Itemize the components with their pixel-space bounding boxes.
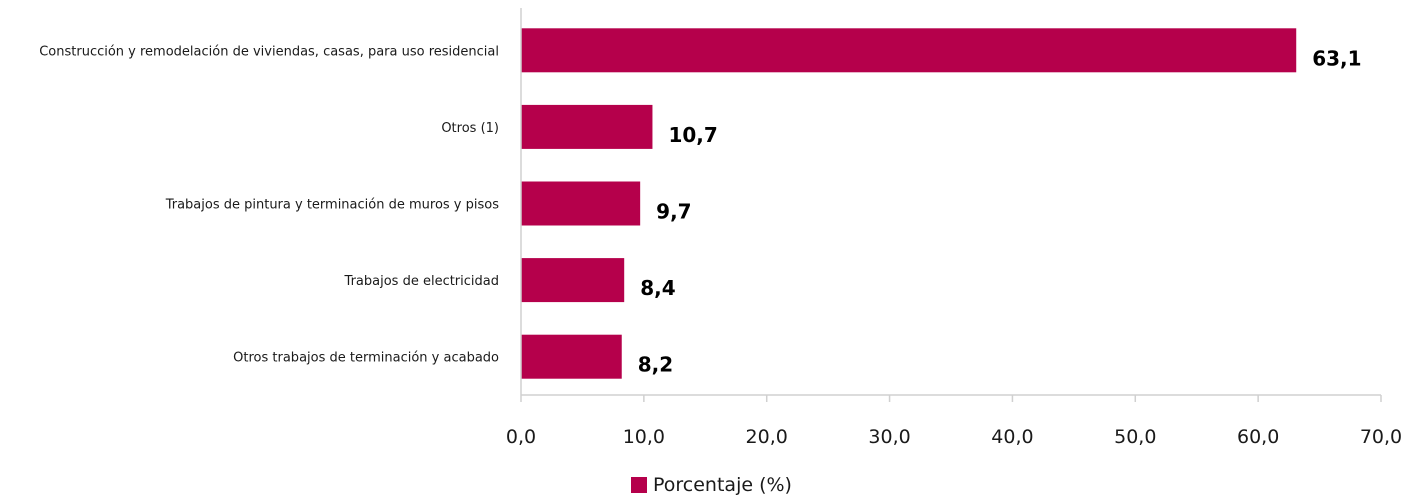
- x-tick-label: 50,0: [1114, 426, 1156, 448]
- legend-label: Porcentaje (%): [653, 474, 792, 496]
- data-label: 8,2: [638, 353, 673, 377]
- x-tick-label: 60,0: [1237, 426, 1279, 448]
- axes: [520, 8, 1382, 402]
- x-tick-label: 20,0: [746, 426, 788, 448]
- category-label: Construcción y remodelación de viviendas…: [39, 44, 499, 59]
- bar: [521, 258, 625, 303]
- bar: [521, 181, 641, 226]
- data-label: 8,4: [640, 276, 675, 300]
- legend-swatch: [631, 477, 647, 493]
- legend: Porcentaje (%): [631, 473, 792, 497]
- x-tick-label: 30,0: [868, 426, 910, 448]
- data-label: 63,1: [1312, 46, 1361, 70]
- bar-chart: Construcción y remodelación de viviendas…: [39, 8, 1402, 448]
- x-tick-labels: 0,0 10,0 20,0 30,0 40,0 50,0 60,0 70,0: [506, 426, 1402, 448]
- category-label: Trabajos de pintura y terminación de mur…: [165, 198, 500, 213]
- category-label: Otros trabajos de terminación y acabado: [233, 351, 499, 366]
- x-tick-label: 0,0: [506, 426, 536, 448]
- x-tick-label: 40,0: [991, 426, 1033, 448]
- data-label: 10,7: [668, 123, 717, 147]
- x-tick-label: 70,0: [1360, 426, 1402, 448]
- bar: [521, 104, 653, 149]
- x-tick-label: 10,0: [623, 426, 665, 448]
- bar: [521, 334, 622, 379]
- category-labels: Construcción y remodelación de viviendas…: [39, 44, 499, 365]
- bars-layer: [521, 28, 1297, 379]
- data-labels: 63,1 10,7 9,7 8,4 8,2: [638, 46, 1362, 376]
- category-label: Trabajos de electricidad: [344, 274, 499, 289]
- bar: [521, 28, 1297, 73]
- category-label: Otros (1): [441, 121, 499, 136]
- data-label: 9,7: [656, 200, 691, 224]
